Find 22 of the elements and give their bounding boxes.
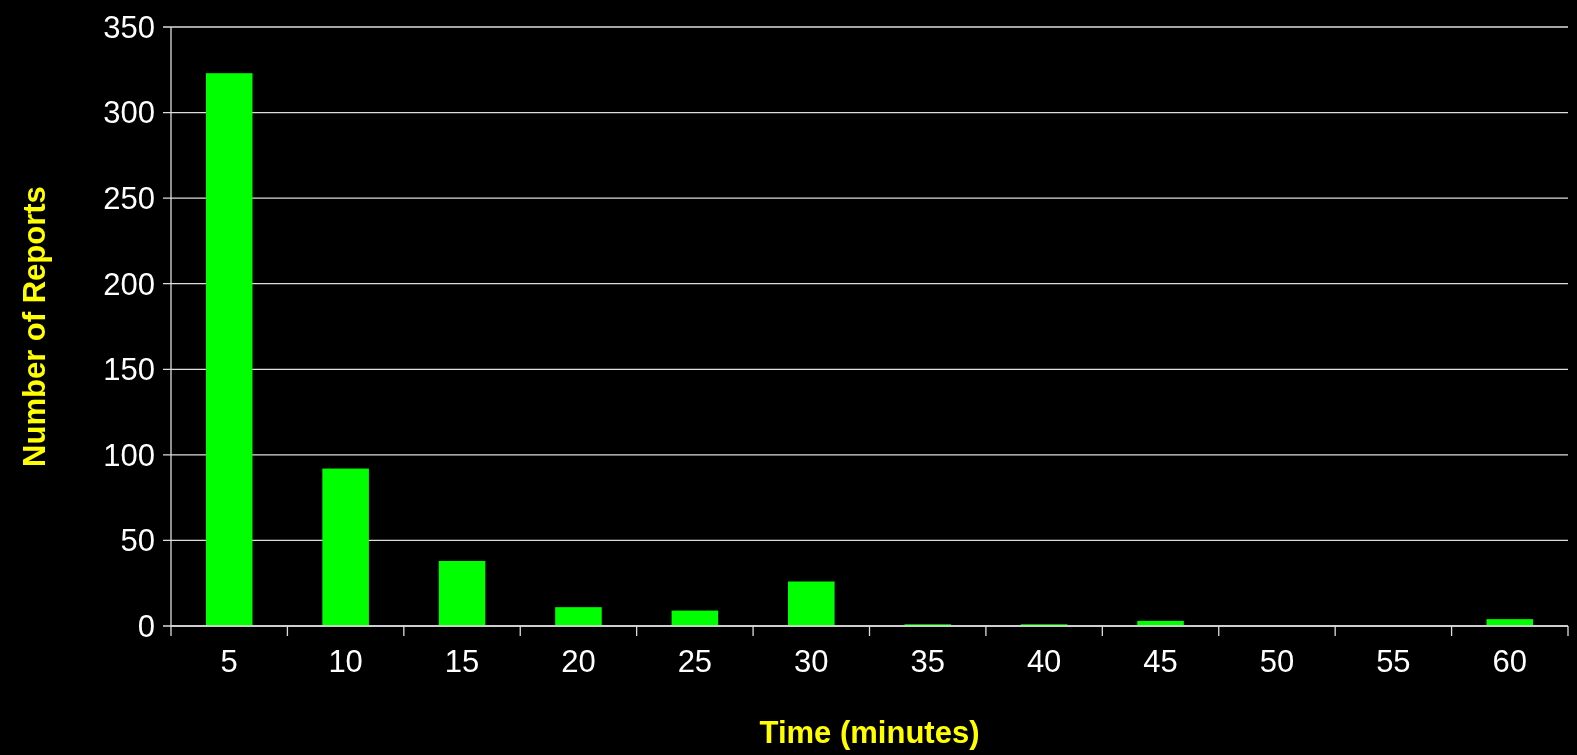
x-tick-label: 15 <box>444 644 480 679</box>
y-tick-label: 250 <box>103 180 155 216</box>
x-tick-label: 40 <box>1026 644 1062 679</box>
y-tick-label: 350 <box>103 9 155 45</box>
x-tick-label: 35 <box>910 644 945 679</box>
y-tick-label: 300 <box>103 95 155 131</box>
x-tick-label: 25 <box>677 644 713 679</box>
x-tick-label: 55 <box>1376 644 1411 679</box>
y-tick-label: 50 <box>120 523 155 559</box>
x-tick-label: 20 <box>561 644 596 679</box>
y-tick-label: 0 <box>137 608 155 644</box>
y-tick-label: 100 <box>103 437 155 473</box>
x-tick-label: 5 <box>220 644 238 679</box>
x-tick-label: 30 <box>794 644 829 679</box>
x-tick-label: 60 <box>1492 644 1528 679</box>
x-tick-label: 10 <box>328 644 363 679</box>
x-tick-label: 45 <box>1143 644 1178 679</box>
y-axis-title: Number of Reports <box>17 186 52 467</box>
y-tick-label: 200 <box>103 266 155 302</box>
x-tick-label: 50 <box>1259 644 1295 679</box>
y-tick-label: 150 <box>103 352 155 388</box>
x-axis-title: Time (minutes) <box>759 715 980 750</box>
